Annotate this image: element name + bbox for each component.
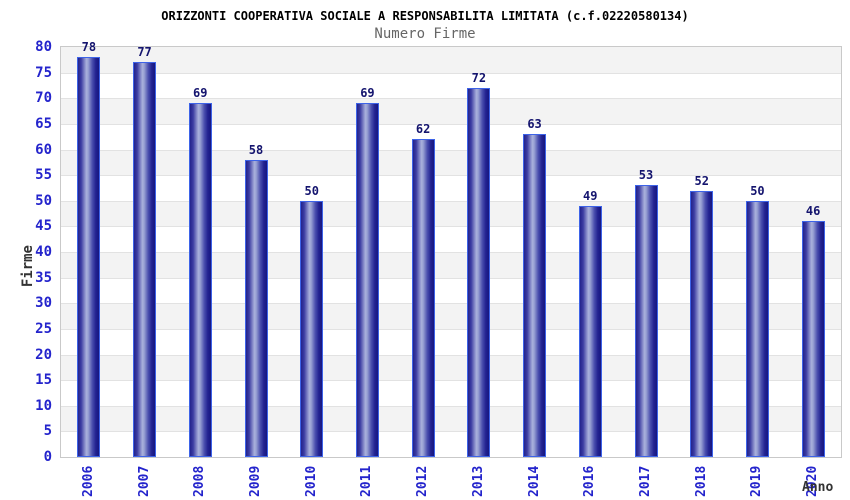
bar-value-label: 52: [694, 173, 709, 188]
y-tick-label: 10: [35, 397, 52, 414]
bar-value-label: 77: [137, 45, 152, 60]
y-tick-label: 65: [35, 115, 52, 132]
bar-value-label: 46: [805, 204, 821, 219]
y-tick-label: 50: [35, 192, 52, 209]
plot-background-band: [61, 328, 841, 355]
x-tick-label: 2011: [359, 465, 375, 497]
bar-value-label: 50: [750, 183, 765, 198]
y-tick-label: 15: [35, 372, 52, 389]
y-tick-label: 60: [35, 141, 52, 158]
y-tick-label: 70: [35, 90, 52, 107]
gridline: [61, 252, 841, 253]
plot-background-band: [61, 431, 841, 457]
bar-value-label: 78: [81, 40, 97, 55]
bar-value-label: 62: [415, 122, 431, 137]
bar-value-label: 69: [360, 86, 375, 101]
bar-value-label: 63: [527, 117, 542, 132]
y-tick-label: 75: [35, 64, 52, 81]
bar-2010: [300, 200, 324, 457]
gridline: [61, 72, 841, 74]
x-tick-label: 2012: [415, 465, 431, 497]
x-tick-label: 2008: [192, 465, 208, 497]
bar-2012: [411, 139, 435, 457]
bar-2018: [690, 190, 714, 457]
gridline: [61, 149, 841, 151]
bar-2020: [801, 221, 825, 457]
bar-2006: [77, 57, 101, 457]
x-tick-label: 2014: [526, 465, 542, 497]
plot-background-band: [61, 123, 841, 150]
gridline: [61, 354, 841, 356]
y-tick-label: 45: [35, 218, 52, 235]
x-tick-label: 2017: [638, 465, 653, 497]
bar-2019: [745, 200, 769, 457]
x-tick-label: 2009: [248, 465, 263, 497]
bar-2009: [244, 159, 268, 457]
plot-background-band: [61, 200, 841, 227]
y-tick-label: 25: [35, 320, 52, 337]
x-tick-label: 2016: [582, 465, 598, 497]
gridline: [61, 405, 841, 407]
y-tick-label: 0: [43, 449, 52, 465]
plot-background-band: [61, 252, 841, 278]
plot-background-band: [61, 405, 841, 432]
chart-title: ORIZZONTI COOPERATIVA SOCIALE A RESPONSA…: [161, 9, 689, 23]
y-tick-label: 5: [43, 423, 52, 440]
bar-2016: [578, 205, 602, 457]
bar-value-label: 58: [248, 142, 264, 157]
y-tick-label: 35: [35, 269, 52, 286]
x-tick-label: 2006: [80, 465, 96, 497]
gridline: [61, 303, 841, 305]
x-tick-label: 2018: [693, 465, 709, 497]
bar-2011: [355, 103, 379, 457]
gridline: [61, 123, 841, 125]
x-tick-label: 2019: [749, 465, 765, 497]
gridline: [61, 226, 841, 228]
plot-background-band: [61, 72, 841, 99]
plot-background-band: [61, 98, 841, 124]
plot-background-band: [61, 303, 841, 329]
bar-2017: [634, 185, 658, 457]
bar-2007: [133, 62, 157, 457]
bar-value-label: 69: [193, 86, 208, 101]
plot-background-band: [61, 226, 841, 252]
y-tick-label: 80: [35, 39, 52, 55]
y-tick-label: 55: [35, 167, 52, 184]
bar-2013: [467, 88, 491, 457]
bar-value-label: 72: [471, 71, 487, 85]
gridline: [61, 431, 841, 433]
plot-background-band: [61, 175, 841, 201]
y-tick-label: 20: [35, 346, 52, 363]
gridline: [61, 380, 841, 382]
x-tick-label: 2010: [303, 465, 319, 497]
x-axis-title: Anno: [802, 480, 834, 495]
gridline: [61, 200, 841, 202]
y-tick-label: 30: [35, 295, 52, 312]
x-tick-label: 2013: [470, 465, 486, 497]
bar-2014: [523, 134, 547, 457]
gridline: [61, 98, 841, 100]
x-tick-label: 2007: [136, 465, 152, 497]
gridline: [61, 277, 841, 279]
plot-background-band: [61, 354, 841, 381]
plot-background-band: [61, 47, 841, 73]
bar-2008: [188, 103, 212, 457]
bar-value-label: 53: [638, 168, 654, 183]
plot-background-band: [61, 380, 841, 406]
gridline: [61, 175, 841, 177]
plot-area: 78 77 69 58 50 69 62 72 63 49 53 52 50 46: [60, 40, 842, 458]
gridline: [61, 328, 841, 330]
bar-value-label: 49: [583, 188, 598, 203]
bar-value-label: 50: [304, 183, 319, 198]
plot-background-band: [61, 149, 841, 176]
chart-subtitle: Numero Firme: [374, 26, 476, 42]
y-tick-label: 40: [35, 244, 52, 260]
plot-background-band: [61, 277, 841, 304]
